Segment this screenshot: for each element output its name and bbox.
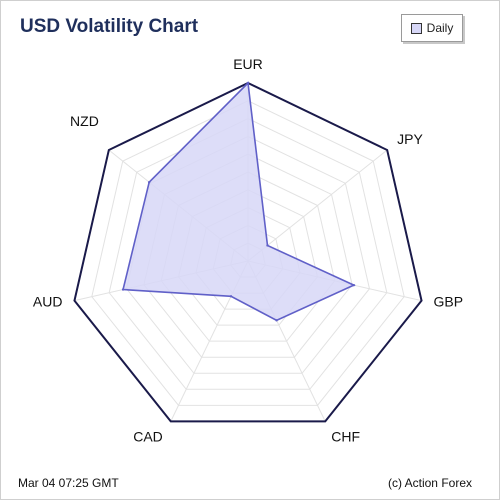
grid-spoke-jpy — [247, 149, 388, 262]
data-point-aud — [121, 288, 125, 291]
grid-ring-8 — [108, 118, 388, 390]
axis-label-aud: AUD — [33, 294, 63, 310]
data-point-chf — [275, 319, 278, 322]
legend-label: Daily — [426, 21, 454, 35]
data-point-gbp — [352, 283, 356, 287]
axis-label-gbp: GBP — [434, 294, 464, 310]
chart-title: USD Volatility Chart — [20, 16, 199, 37]
credit-text: (c) Action Forex — [387, 476, 472, 490]
legend-daily[interactable]: Daily — [401, 14, 463, 42]
axis-label-cad: CAD — [133, 428, 163, 444]
data-point-cad — [229, 295, 233, 298]
data-point-nzd — [147, 181, 151, 184]
axis-label-nzd: NZD — [70, 113, 99, 129]
axis-label-jpy: JPY — [397, 131, 423, 147]
data-point-eur — [246, 81, 250, 85]
grid-ring-9 — [91, 100, 405, 406]
axis-label-chf: CHF — [331, 428, 360, 444]
series-area-daily — [122, 81, 356, 322]
outer-outline — [73, 81, 423, 423]
timestamp: Mar 04 07:25 GMT — [18, 476, 119, 490]
legend-swatch — [410, 22, 422, 34]
axis-label-eur: EUR — [233, 56, 263, 72]
data-point-jpy — [266, 244, 269, 247]
